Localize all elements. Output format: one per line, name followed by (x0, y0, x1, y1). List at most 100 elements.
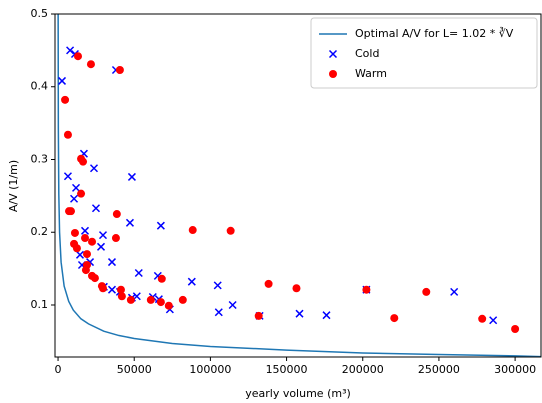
circle-marker (98, 284, 107, 293)
x-marker (125, 218, 134, 227)
legend-label: Optimal A/V for L= 1.02 * ∛V (355, 26, 514, 40)
x-marker (134, 268, 143, 278)
x-marker (70, 194, 79, 203)
x-marker (63, 172, 72, 181)
x-marker (96, 242, 106, 251)
circle-marker (264, 279, 273, 288)
x-stroke (228, 300, 237, 310)
x-marker (228, 300, 237, 310)
x-axis-label: yearly volume (m³) (245, 387, 351, 400)
x-marker (187, 277, 196, 286)
circle-marker (511, 324, 520, 333)
x-stroke (134, 268, 143, 278)
x-tick-label: 150000 (266, 363, 308, 376)
x-stroke (66, 46, 75, 55)
x-stroke (187, 277, 196, 286)
x-marker (450, 287, 459, 296)
x-stroke (214, 308, 223, 317)
circle-marker (81, 234, 90, 243)
x-stroke (63, 172, 72, 181)
legend-label: Warm (355, 67, 387, 80)
circle-marker (81, 266, 90, 275)
circle-marker (79, 157, 88, 166)
x-marker (98, 231, 108, 240)
x-tick-label: 300000 (494, 363, 536, 376)
circle-marker (156, 298, 165, 307)
circle-marker (117, 292, 126, 301)
x-stroke (322, 311, 331, 320)
x-marker (328, 49, 338, 59)
circle-marker (74, 52, 83, 61)
x-marker (57, 76, 67, 85)
x-marker (295, 309, 304, 318)
x-stroke (80, 226, 90, 235)
x-stroke (489, 316, 498, 325)
circle-marker (90, 274, 99, 283)
x-stroke (127, 172, 136, 181)
circle-marker (77, 189, 86, 198)
optimal-curve (57, 14, 541, 357)
x-marker (66, 46, 75, 55)
plot-area (57, 14, 541, 357)
x-tick-label: 200000 (342, 363, 384, 376)
axes-frame (54, 13, 542, 358)
x-stroke (156, 221, 165, 230)
x-stroke (98, 231, 108, 240)
x-marker (107, 285, 117, 294)
circle-marker (86, 60, 95, 69)
circle-marker (362, 285, 371, 294)
circle-marker (292, 284, 301, 293)
circle-marker (126, 295, 135, 304)
y-tick-label: 0.3 (31, 152, 49, 165)
x-marker (71, 183, 81, 192)
x-stroke (213, 281, 222, 290)
x-stroke (91, 204, 101, 213)
x-marker (75, 250, 85, 259)
x-stroke (71, 183, 81, 192)
x-stroke (57, 76, 67, 85)
x-tick-label: 50000 (117, 363, 152, 376)
circle-marker (63, 130, 72, 139)
x-marker (156, 221, 165, 230)
x-stroke (295, 309, 304, 318)
circle-marker (157, 274, 166, 283)
y-tick-label: 0.4 (31, 80, 49, 93)
legend: Optimal A/V for L= 1.02 * ∛V Cold Warm (310, 17, 538, 89)
circle-marker (178, 295, 187, 304)
x-stroke (89, 164, 99, 173)
x-tick-label: 250000 (418, 363, 460, 376)
circle-marker (61, 95, 70, 104)
x-tick-label: 0 (55, 363, 62, 376)
circle-marker (478, 314, 487, 323)
x-marker (213, 281, 222, 290)
circle-marker (115, 66, 124, 75)
x-stroke (125, 218, 134, 227)
y-axis-label: A/V (1/m) (7, 160, 20, 212)
x-stroke (96, 242, 106, 251)
legend-label: Cold (355, 47, 379, 60)
circle-marker (82, 250, 91, 259)
circle-marker (112, 210, 121, 219)
x-marker (322, 311, 331, 320)
x-marker (80, 226, 90, 235)
circle-marker (188, 226, 197, 235)
circle-marker (422, 287, 431, 296)
x-stroke (75, 250, 85, 259)
x-marker (127, 172, 136, 181)
x-stroke (107, 285, 117, 294)
circle-marker (88, 237, 97, 246)
x-stroke (70, 194, 79, 203)
y-tick-label: 0.5 (31, 7, 49, 20)
circle-marker (390, 314, 399, 323)
x-marker (91, 204, 101, 213)
x-tick-label: 100000 (189, 363, 231, 376)
circle-marker (116, 285, 125, 294)
x-stroke (450, 287, 459, 296)
circle-marker (146, 295, 155, 304)
x-marker (214, 308, 223, 317)
x-marker (89, 164, 99, 173)
y-tick-label: 0.1 (31, 298, 49, 311)
circle-marker (329, 70, 337, 78)
circle-marker (164, 301, 173, 310)
